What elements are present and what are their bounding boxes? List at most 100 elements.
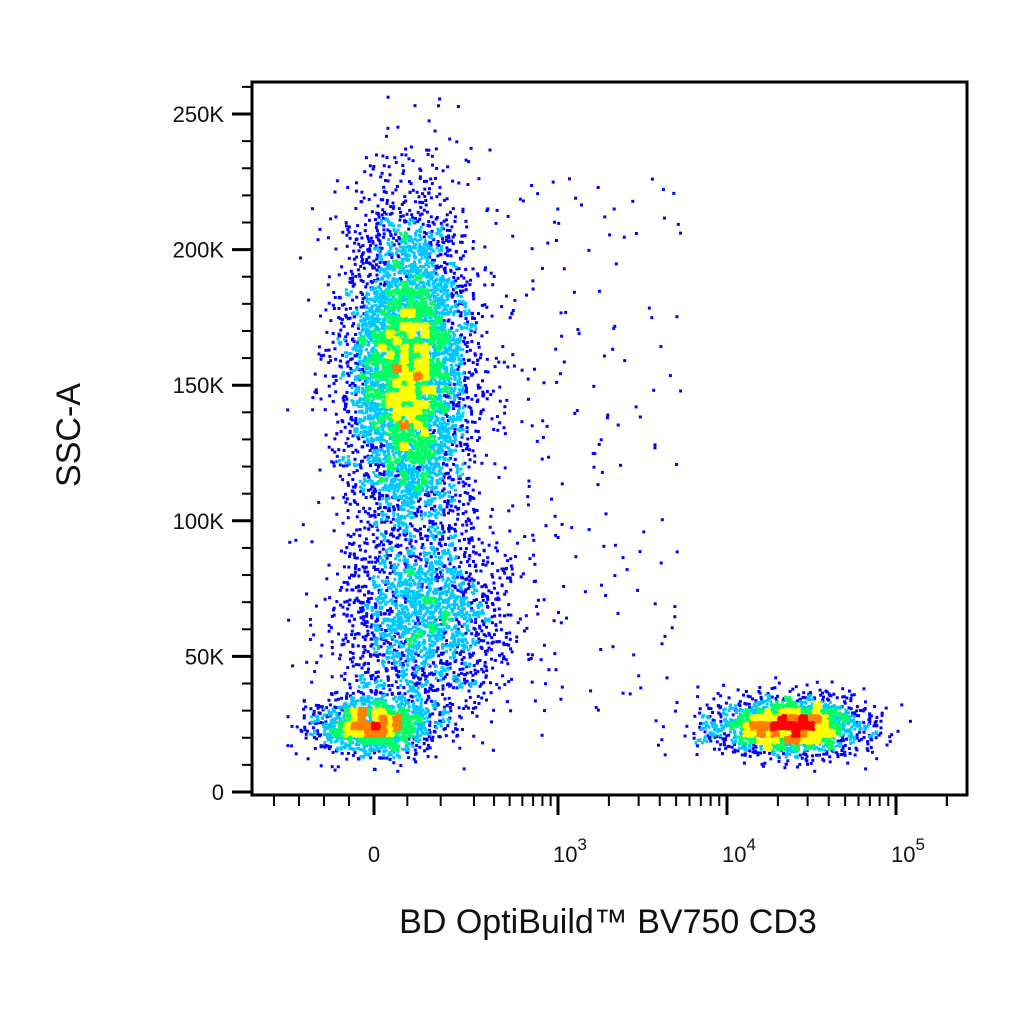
data-point <box>558 372 562 376</box>
data-point <box>407 578 411 582</box>
data-point <box>452 498 456 502</box>
data-point <box>464 577 468 581</box>
data-point <box>498 576 502 580</box>
data-point <box>480 461 484 465</box>
data-point <box>382 750 386 754</box>
data-point <box>460 658 464 662</box>
data-point <box>453 648 457 652</box>
data-point <box>319 397 323 401</box>
data-point <box>371 579 375 583</box>
data-point <box>728 706 732 710</box>
data-point <box>376 670 380 674</box>
data-point <box>542 598 546 602</box>
data-point <box>346 186 350 189</box>
data-point <box>427 735 431 739</box>
data-point <box>427 119 431 123</box>
data-point <box>330 640 334 644</box>
data-point <box>390 241 394 244</box>
data-point <box>309 732 313 736</box>
data-point <box>369 596 373 600</box>
data-point <box>380 428 384 431</box>
data-point <box>455 575 459 579</box>
data-point <box>364 293 368 297</box>
data-point <box>459 274 463 278</box>
data-point <box>368 752 372 756</box>
data-point <box>380 213 384 217</box>
data-point <box>478 684 482 688</box>
data-point <box>712 719 716 723</box>
data-point <box>396 498 400 502</box>
data-point <box>383 473 386 477</box>
data-point <box>321 721 324 725</box>
data-point <box>343 672 347 676</box>
data-point <box>433 592 436 596</box>
data-point <box>440 245 444 249</box>
data-point <box>317 704 321 707</box>
data-point <box>434 176 437 180</box>
data-point <box>330 675 334 679</box>
data-point <box>382 452 386 456</box>
data-point <box>464 520 468 524</box>
data-point <box>447 494 451 498</box>
data-point <box>366 633 370 636</box>
data-point <box>836 739 840 743</box>
data-point <box>357 663 361 667</box>
data-point <box>410 511 413 515</box>
data-point <box>367 255 371 259</box>
data-point <box>454 727 458 731</box>
data-point <box>841 736 845 740</box>
data-point <box>527 658 531 661</box>
data-point <box>382 185 386 189</box>
data-point <box>526 495 530 499</box>
data-point <box>422 546 426 550</box>
data-point <box>445 262 449 266</box>
data-point <box>505 398 509 402</box>
data-point <box>438 411 442 415</box>
data-point <box>422 742 426 745</box>
data-point <box>748 754 752 758</box>
data-point <box>384 565 387 569</box>
data-point <box>720 724 724 728</box>
data-point <box>380 697 384 701</box>
data-point <box>470 601 474 605</box>
data-point <box>323 741 327 745</box>
data-point <box>723 732 726 736</box>
data-point <box>768 751 772 755</box>
data-point <box>858 730 861 734</box>
data-point <box>463 302 467 306</box>
data-point <box>359 466 363 470</box>
data-point <box>380 520 384 524</box>
data-point <box>463 677 467 681</box>
data-point <box>415 475 419 479</box>
data-point <box>462 592 466 596</box>
data-point <box>441 578 445 582</box>
data-point <box>357 249 361 253</box>
data-point <box>431 220 435 224</box>
data-point <box>413 237 417 241</box>
data-point <box>342 495 346 499</box>
data-point <box>447 720 451 724</box>
data-point <box>350 281 354 285</box>
data-point <box>425 738 429 742</box>
data-point <box>587 528 591 532</box>
data-point <box>628 692 632 696</box>
data-point <box>441 564 445 568</box>
data-point <box>361 635 365 639</box>
data-point <box>510 650 514 654</box>
data-point <box>377 463 381 467</box>
data-point <box>351 434 355 438</box>
data-point <box>423 749 427 753</box>
data-point <box>443 198 447 202</box>
data-point <box>900 703 904 707</box>
data-point <box>350 386 354 389</box>
data-point <box>450 295 454 299</box>
data-point <box>377 749 381 753</box>
data-point <box>439 290 443 294</box>
data-point <box>475 610 479 614</box>
data-point <box>346 455 350 459</box>
data-point <box>360 610 363 613</box>
data-point <box>532 538 536 542</box>
data-point <box>382 581 386 584</box>
data-point <box>448 334 452 338</box>
data-point <box>457 400 461 404</box>
